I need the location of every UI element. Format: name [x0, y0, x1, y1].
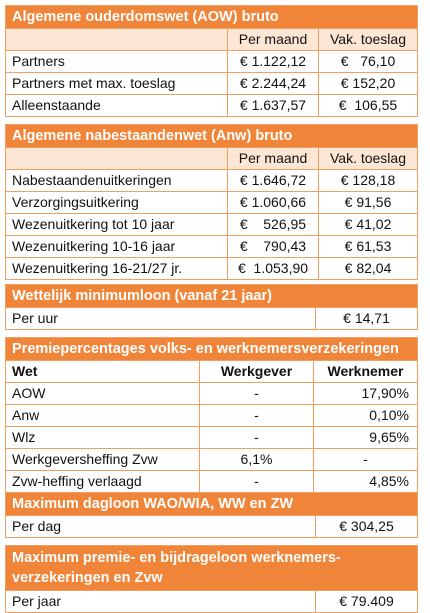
header-werkgever: Werkgever [200, 361, 314, 382]
per-maand-value: € 1.122,12 [228, 51, 319, 72]
table-row: Alleenstaande € 1.637,57 € 106,55 [6, 94, 417, 116]
werknemer-value: 9,65% [369, 429, 409, 445]
table-row: AOW - 17,90% [6, 382, 417, 404]
anw-header-per-maand: Per maand [228, 148, 319, 169]
dagloon-title: Maximum dagloon WAO/WIA, WW en ZW [6, 493, 417, 515]
per-maand-value: € 1.646,72 [228, 170, 319, 191]
table-row: Anw - 0,10% [6, 404, 417, 426]
anw-table: Algemene nabestaandenwet (Anw) bruto Per… [5, 124, 418, 280]
table-row: Partners met max. toeslag € 2.244,24 € 1… [6, 72, 417, 94]
header-wet: Wet [6, 361, 200, 382]
aow-header-per-maand: Per maand [228, 29, 319, 50]
anw-title: Algemene nabestaandenwet (Anw) bruto [6, 125, 417, 147]
per-maand-value: € 1.060,66 [228, 192, 319, 213]
aow-header-label [6, 29, 228, 50]
row-label: AOW [6, 383, 200, 404]
row-label: Wezenuitkering tot 10 jaar [6, 214, 228, 235]
row-value: € 79.409 [339, 593, 394, 609]
row-value: € 304,25 [339, 518, 394, 534]
row-label: Verzorgingsuitkering [6, 192, 228, 213]
dagloon-table: Maximum dagloon WAO/WIA, WW en ZW Per da… [5, 492, 418, 538]
row-label: Wezenuitkering 10-16 jaar [6, 236, 228, 257]
table-row: Per jaar € 79.409 [6, 590, 417, 612]
werkgever-value: - [200, 405, 314, 426]
premiepercentages-title: Premiepercentages volks- en werknemersve… [6, 338, 417, 360]
vak-toeslag-value: € 76,10 [340, 53, 396, 69]
premieloon-table: Maximum premie- en bijdrageloon werkneme… [5, 545, 418, 613]
minimumloon-title: Wettelijk minimumloon (vanaf 21 jaar) [6, 285, 417, 307]
per-maand-value: € 1.637,57 [228, 95, 319, 116]
table-row: Per dag € 304,25 [6, 515, 417, 537]
row-label: Partners met max. toeslag [6, 73, 228, 94]
table-row: Per uur € 14,71 [6, 307, 417, 329]
vak-toeslag-value: € 82,04 [344, 260, 392, 276]
row-label: Wlz [6, 427, 200, 448]
table-row: Wezenuitkering 10-16 jaar € 790,43 € 61,… [6, 235, 417, 257]
table-row: Nabestaandenuitkeringen € 1.646,72 € 128… [6, 169, 417, 191]
aow-table: Algemene ouderdomswet (AOW) bruto Per ma… [5, 5, 418, 117]
werkgever-value: - [200, 471, 314, 492]
anw-header-label [6, 148, 228, 169]
premieloon-title: Maximum premie- en bijdrageloon werkneme… [6, 546, 417, 590]
vak-toeslag-value: € 106,55 [338, 97, 398, 113]
premie-header-row: Wet Werkgever Werknemer [6, 360, 417, 382]
per-maand-value: € 1.053,90 [228, 258, 319, 279]
werkgever-value: - [200, 383, 314, 404]
row-label: Zvw-heffing verlaagd [6, 471, 200, 492]
vak-toeslag-value: € 152,20 [340, 75, 396, 91]
minimumloon-table: Wettelijk minimumloon (vanaf 21 jaar) Pe… [5, 284, 418, 330]
row-label: Werkgeversheffing Zvw [6, 449, 200, 470]
aow-header-row: Per maand Vak. toeslag [6, 28, 417, 50]
werknemer-value: - [363, 451, 368, 467]
row-label: Per uur [6, 308, 316, 329]
vak-toeslag-value: € 128,18 [340, 172, 396, 188]
table-row: Wlz - 9,65% [6, 426, 417, 448]
anw-header-vak-toeslag: Vak. toeslag [329, 150, 406, 166]
table-row: Wezenuitkering tot 10 jaar € 526,95 € 41… [6, 213, 417, 235]
table-row: Partners € 1.122,12 € 76,10 [6, 50, 417, 72]
row-label: Wezenuitkering 16-21/27 jr. [6, 258, 228, 279]
werkgever-value: 6,1% [200, 449, 314, 470]
aow-title: Algemene ouderdomswet (AOW) bruto [6, 6, 417, 28]
werknemer-value: 0,10% [369, 407, 409, 423]
row-label: Alleenstaande [6, 95, 228, 116]
werknemer-value: 4,85% [369, 473, 409, 489]
per-maand-value: € 526,95 [228, 214, 319, 235]
werkgever-value: - [200, 427, 314, 448]
vak-toeslag-value: € 41,02 [344, 216, 392, 232]
row-label: Anw [6, 405, 200, 426]
vak-toeslag-value: € 91,56 [344, 194, 392, 210]
anw-header-row: Per maand Vak. toeslag [6, 147, 417, 169]
werknemer-value: 17,90% [361, 385, 409, 401]
vak-toeslag-value: € 61,53 [344, 238, 392, 254]
table-row: Verzorgingsuitkering € 1.060,66 € 91,56 [6, 191, 417, 213]
row-label: Per dag [6, 516, 316, 537]
per-maand-value: € 2.244,24 [228, 73, 319, 94]
row-label: Nabestaandenuitkeringen [6, 170, 228, 191]
table-row: Werkgeversheffing Zvw 6,1% - [6, 448, 417, 470]
premiepercentages-table: Premiepercentages volks- en werknemersve… [5, 337, 418, 493]
table-row: Wezenuitkering 16-21/27 jr. € 1.053,90 €… [6, 257, 417, 279]
aow-header-vak-toeslag: Vak. toeslag [329, 31, 406, 47]
row-value: € 14,71 [343, 310, 390, 326]
per-maand-value: € 790,43 [228, 236, 319, 257]
header-werknemer: Werknemer [327, 363, 404, 379]
row-label: Partners [6, 51, 228, 72]
row-label: Per jaar [6, 591, 316, 612]
table-row: Zvw-heffing verlaagd - 4,85% [6, 470, 417, 492]
